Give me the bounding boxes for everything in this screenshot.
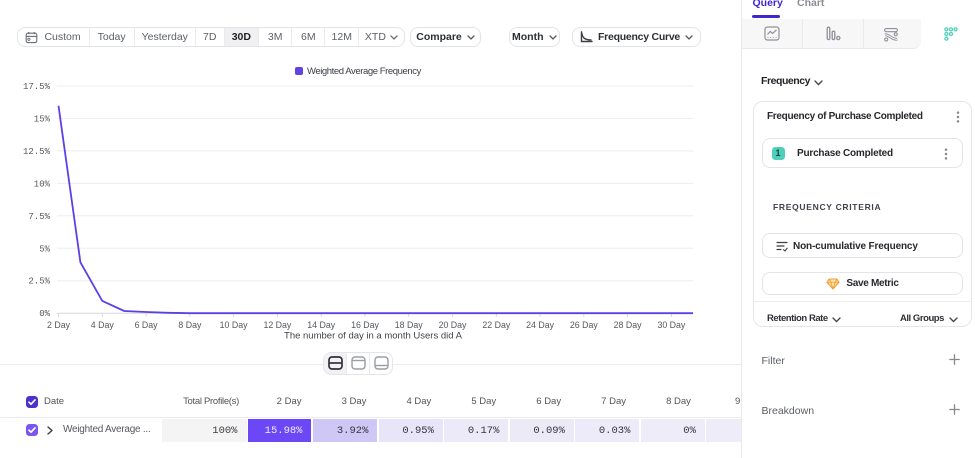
svg-text:10 Day: 10 Day: [220, 320, 248, 330]
svg-text:4 Day: 4 Day: [91, 320, 115, 330]
svg-text:26 Day: 26 Day: [570, 320, 598, 330]
svg-text:The number of day in a month U: The number of day in a month Users did A: [284, 331, 463, 342]
svg-text:2 Day: 2 Day: [47, 320, 71, 330]
svg-text:20 Day: 20 Day: [439, 320, 467, 330]
svg-text:18 Day: 18 Day: [395, 320, 423, 330]
svg-text:0%: 0%: [39, 309, 50, 319]
svg-text:7.5%: 7.5%: [28, 212, 50, 222]
svg-text:5%: 5%: [39, 244, 50, 254]
svg-text:16 Day: 16 Day: [351, 320, 379, 330]
svg-text:14 Day: 14 Day: [307, 320, 335, 330]
svg-text:24 Day: 24 Day: [526, 320, 554, 330]
svg-text:8 Day: 8 Day: [178, 320, 202, 330]
svg-text:6 Day: 6 Day: [135, 320, 159, 330]
svg-text:17.5%: 17.5%: [23, 82, 51, 92]
svg-text:12 Day: 12 Day: [263, 320, 291, 330]
svg-text:30 Day: 30 Day: [657, 320, 685, 330]
svg-text:28 Day: 28 Day: [614, 320, 642, 330]
svg-text:12.5%: 12.5%: [23, 147, 51, 157]
svg-text:2.5%: 2.5%: [28, 277, 50, 287]
svg-text:15%: 15%: [34, 115, 51, 125]
svg-text:10%: 10%: [34, 179, 51, 189]
svg-text:22 Day: 22 Day: [482, 320, 510, 330]
